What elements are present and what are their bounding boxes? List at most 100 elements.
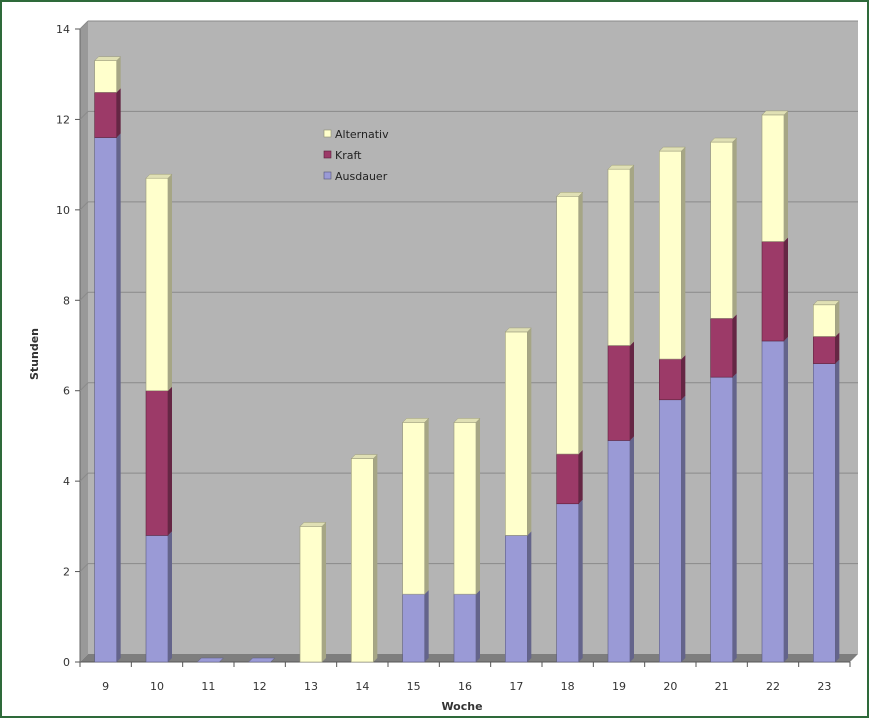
bar-side <box>784 110 788 242</box>
bar-segment-alternativ <box>351 454 378 663</box>
bar-front <box>813 336 836 364</box>
x-tick-label: 12 <box>253 680 267 693</box>
bar-side <box>116 133 121 662</box>
legend-label-kraft: Kraft <box>335 149 362 162</box>
bar-side <box>424 418 429 595</box>
bar-segment-ausdauer <box>556 499 583 663</box>
legend-swatch-ausdauer <box>323 171 332 180</box>
bar-side <box>578 450 583 504</box>
bar-side <box>578 192 583 455</box>
bar-segment-alternativ <box>453 418 480 595</box>
x-axis-title: Woche <box>441 700 482 713</box>
bar-segment-alternativ <box>556 192 583 455</box>
bar-front <box>556 195 579 455</box>
bar-front <box>813 304 836 337</box>
bar-segment-kraft <box>813 332 840 364</box>
bar-side <box>476 418 480 595</box>
bar-side <box>322 522 326 662</box>
bar-front <box>453 422 477 595</box>
legend-swatch-alternativ <box>323 129 332 138</box>
bar-segment-alternativ <box>299 522 326 663</box>
bars <box>94 56 840 663</box>
bar-segment-kraft <box>710 314 737 378</box>
bar-segment-ausdauer <box>710 373 737 663</box>
bar-front <box>607 345 631 441</box>
bar-top <box>607 164 635 170</box>
gridline-side <box>79 20 89 30</box>
y-tick-label: 6 <box>63 385 70 398</box>
bar-top <box>94 56 122 61</box>
bar-segment-ausdauer <box>402 590 429 663</box>
bar-side <box>732 314 737 378</box>
y-tick-label: 14 <box>56 23 70 36</box>
bar-front <box>761 340 785 663</box>
bar-front <box>505 535 528 663</box>
bar-side <box>116 56 121 93</box>
gridline-side <box>79 291 89 301</box>
bar-front <box>710 318 733 378</box>
bar-front <box>299 526 323 663</box>
bar-top <box>402 418 430 423</box>
bar-side <box>835 359 840 662</box>
bar-front <box>145 535 169 663</box>
x-tick-label: 15 <box>407 680 421 693</box>
bar-segment-ausdauer <box>813 359 840 663</box>
bar-side <box>527 531 532 662</box>
bar-side <box>732 138 737 319</box>
bar-front <box>659 399 682 663</box>
bar-front <box>607 168 631 346</box>
bar-zero <box>196 657 224 663</box>
bar-front <box>813 363 836 663</box>
bar-segment-kraft <box>761 237 788 342</box>
bar-side <box>630 436 634 662</box>
bar-top <box>299 522 327 527</box>
bar-front <box>556 453 579 505</box>
bar-top <box>658 146 686 152</box>
x-tick-label: 19 <box>612 680 626 693</box>
bar-top <box>145 173 173 179</box>
bar-side <box>630 165 634 346</box>
bar-front <box>659 358 682 401</box>
x-tick-label: 23 <box>817 680 831 693</box>
bar-front <box>145 177 169 392</box>
x-tick-label: 9 <box>102 680 109 693</box>
bar-side <box>373 454 378 662</box>
bar-zero <box>248 657 276 663</box>
legend-label-alternativ: Alternativ <box>335 128 389 141</box>
bar-front <box>402 422 425 595</box>
bar-top <box>350 454 378 459</box>
bar-side <box>527 327 532 536</box>
bar-side <box>168 386 172 536</box>
bar-front <box>402 593 425 663</box>
bar-segment-alternativ <box>607 165 634 346</box>
x-tick-label: 11 <box>201 680 215 693</box>
bar-top <box>710 137 738 143</box>
y-tick-label: 0 <box>63 656 70 669</box>
legend-swatch-kraft <box>323 150 332 159</box>
bar-segment-kraft <box>94 88 121 138</box>
bar-front <box>659 150 682 360</box>
bar-segment-kraft <box>659 355 686 401</box>
bar-side <box>681 147 686 360</box>
bar-front <box>94 92 117 138</box>
bar-segment-ausdauer <box>94 133 121 663</box>
bar-segment-alternativ <box>94 56 121 93</box>
bar-front <box>351 458 374 663</box>
y-tick-labels: 0 2 4 6 8 10 12 14 <box>56 23 80 669</box>
bar-side <box>116 88 121 138</box>
side-wall <box>80 21 88 662</box>
x-tick-label: 14 <box>355 680 369 693</box>
bar-segment-ausdauer <box>659 395 686 663</box>
bar-front <box>710 141 733 319</box>
bar-front <box>607 440 631 663</box>
bar-segment-alternativ <box>761 110 788 242</box>
bar-side <box>732 373 737 662</box>
gridline-side <box>79 382 89 392</box>
x-tick-label: 17 <box>509 680 523 693</box>
x-tick-label: 20 <box>663 680 677 693</box>
bar-segment-alternativ <box>402 418 429 595</box>
bar-segment-alternativ <box>813 300 840 337</box>
bar-side <box>424 590 429 662</box>
bar-front <box>556 503 579 663</box>
